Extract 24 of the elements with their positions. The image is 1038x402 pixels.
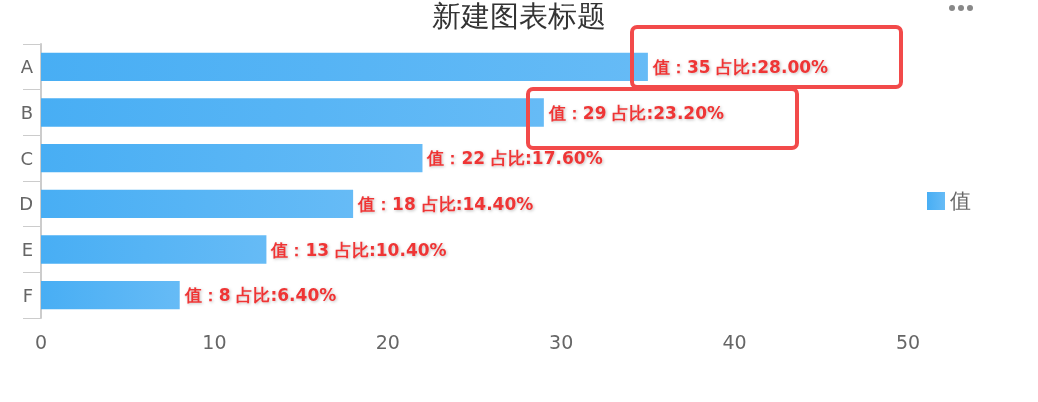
data-label: 值：22 占比:17.60% [426,148,603,169]
x-tick-label: 10 [202,330,227,353]
x-tick-label: 20 [375,330,400,353]
y-tick-label: A [20,56,34,78]
bar [41,144,423,173]
y-tick-label: B [20,102,33,123]
data-label: 值：8 占比:6.40% [183,285,337,306]
data-label: 值：18 占比:14.40% [357,193,534,214]
bar [41,189,354,218]
x-tick-label: 30 [549,330,574,353]
y-tick-label: D [19,193,33,215]
bar [41,281,180,310]
data-label: 值：13 占比:10.40% [270,239,447,260]
bar [41,235,267,264]
y-tick-label: E [21,239,33,260]
y-tick-label: C [20,147,33,169]
legend-label: 值 [950,189,971,213]
x-tick-label: 40 [722,330,747,353]
data-label: 值：29 占比:23.20% [547,102,725,123]
x-tick-label: 50 [895,330,921,353]
data-label: 值：35 占比:28.00% [651,56,829,77]
y-tick-label: F [22,284,33,306]
x-tick-label: 0 [34,330,48,353]
chart-title: 新建图表标题 [432,0,606,33]
